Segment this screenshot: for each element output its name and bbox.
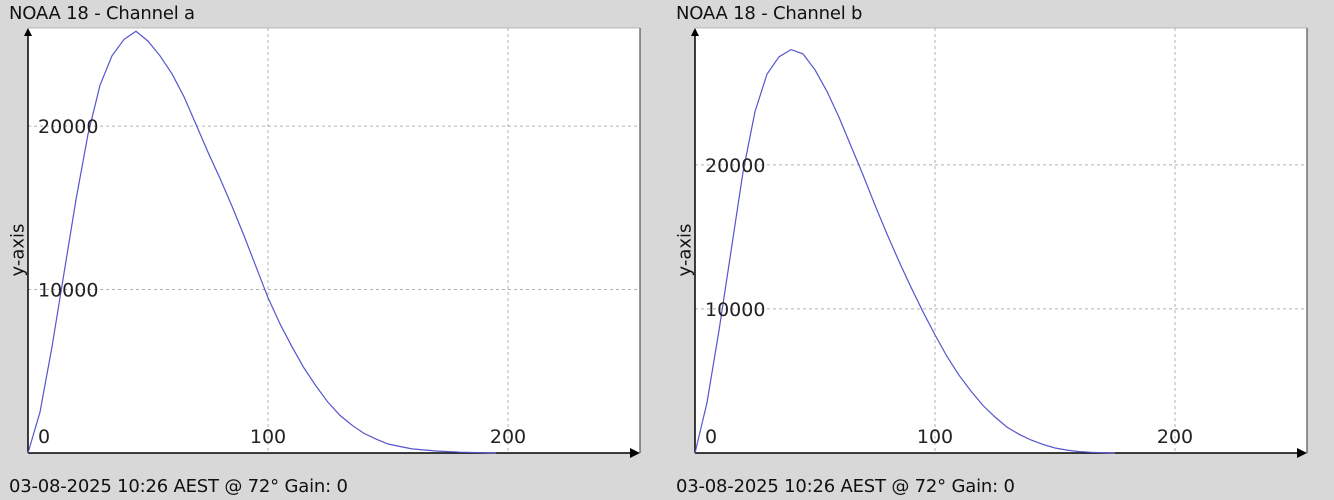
plot-area: 0 100 200 10000 20000: [24, 27, 641, 458]
x-tick-label: 0: [705, 426, 717, 448]
y-axis-arrow: [24, 28, 32, 36]
series-line: [27, 30, 497, 454]
chart-title: NOAA 18 - Channel a: [9, 3, 195, 24]
chart-title: NOAA 18 - Channel b: [676, 3, 863, 24]
plot-background: [695, 28, 1307, 453]
y-tick-label: 10000: [38, 280, 98, 302]
plot-background: [28, 28, 640, 453]
x-tick-label: 200: [1157, 426, 1193, 448]
plot-area: 0 100 200 10000 20000: [691, 27, 1308, 458]
chart-panel-b: NOAA 18 - Channel b y-axis 0 100 200 10000 2…: [667, 0, 1334, 500]
status-footer: 03-08-2025 10:26 AEST @ 72° Gain: 0: [9, 476, 348, 497]
chart-panel-a: NOAA 18 - Channel a y-axis 0 100 200 10000 2…: [8, 3, 641, 497]
y-axis-arrow: [691, 28, 699, 36]
series-line: [694, 48, 1116, 454]
x-tick-label: 200: [490, 426, 526, 448]
y-tick-label: 20000: [705, 155, 765, 177]
x-tick-label: 100: [917, 426, 953, 448]
x-tick-label: 100: [250, 426, 286, 448]
status-footer: 03-08-2025 10:26 AEST @ 72° Gain: 0: [676, 476, 1015, 497]
x-axis-arrow: [1297, 448, 1307, 458]
y-tick-label: 20000: [38, 116, 98, 138]
y-tick-label: 10000: [705, 299, 765, 321]
x-tick-label: 0: [38, 426, 50, 448]
x-axis-arrow: [630, 448, 640, 458]
